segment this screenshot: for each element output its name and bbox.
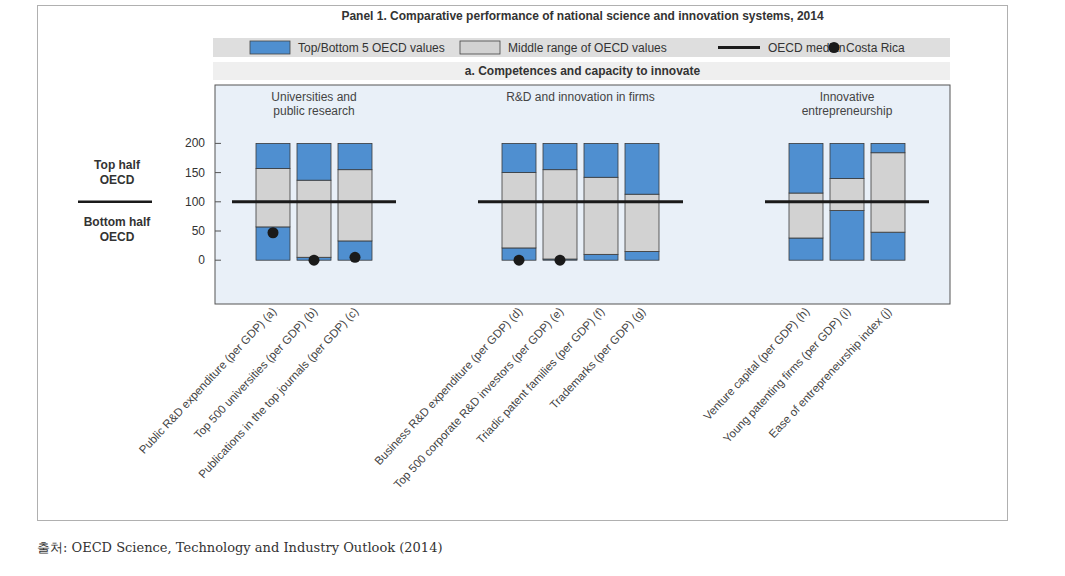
legend-swatch <box>460 41 500 54</box>
bar-segment <box>584 143 618 177</box>
bar-segment <box>871 232 905 260</box>
bar-segment <box>830 143 864 178</box>
group-label: entrepreneurship <box>802 104 893 118</box>
bar-segment <box>789 143 823 193</box>
side-label: OECD <box>100 173 135 187</box>
bar-segment <box>297 143 331 180</box>
legend-item: Costa Rica <box>829 41 906 55</box>
bar-segment <box>256 169 290 227</box>
bar-segment <box>871 143 905 152</box>
bar-segment <box>830 178 864 210</box>
chart-root: Panel 1. Comparative performance of nati… <box>0 0 1065 576</box>
y-tick-label: 50 <box>192 224 206 238</box>
source-note: 출처: OECD Science, Technology and Industr… <box>37 540 442 555</box>
x-tick-label: Publications in the top journals (per GD… <box>196 305 361 480</box>
bar-segment <box>256 227 290 260</box>
y-tick-label: 100 <box>185 195 205 209</box>
bar-segment <box>871 153 905 232</box>
legend-item: OECD median <box>718 41 845 55</box>
y-tick <box>215 260 221 261</box>
bar-segment <box>584 254 618 260</box>
bar-segment <box>297 180 331 257</box>
plot-marks <box>232 143 929 265</box>
legend-label: Top/Bottom 5 OECD values <box>298 41 445 55</box>
group-label: public research <box>273 104 354 118</box>
legend-label: Middle range of OECD values <box>508 41 667 55</box>
subtitle: a. Competences and capacity to innovate <box>465 64 701 78</box>
legend-label: Costa Rica <box>846 41 905 55</box>
side-label: Top half <box>94 158 141 172</box>
side-label: Bottom half <box>84 215 152 229</box>
x-tick-label: Public R&D expenditure (per GDP) (a) <box>137 305 279 456</box>
bar-segment <box>338 143 372 169</box>
group-label: R&D and innovation in firms <box>506 90 655 104</box>
bar-segment <box>502 173 536 248</box>
half-separator <box>78 201 152 204</box>
legend-swatch <box>250 41 290 54</box>
legend-label: OECD median <box>768 41 845 55</box>
bar-segment <box>502 143 536 172</box>
bar-segment <box>625 251 659 260</box>
group-label: Innovative <box>820 90 875 104</box>
bar-segment <box>543 143 577 169</box>
figure-frame <box>38 6 1008 521</box>
median-line <box>478 200 683 203</box>
country-dot <box>514 255 525 266</box>
group-label: Universities and <box>271 90 356 104</box>
plot-background <box>215 85 950 304</box>
y-tick <box>215 231 221 232</box>
y-tick <box>215 172 221 173</box>
median-line <box>765 200 929 203</box>
plot-frame <box>215 85 950 304</box>
x-tick-label: Business R&D expenditure (per GDP) (d) <box>372 305 524 467</box>
bar-segment <box>625 143 659 194</box>
title: Panel 1. Comparative performance of nati… <box>341 9 823 23</box>
bar-segment <box>789 193 823 238</box>
bar-segment <box>256 143 290 168</box>
bar-segment <box>789 238 823 260</box>
x-tick-label: Trademarks (per GDP) (g) <box>547 305 647 411</box>
y-tick-label: 0 <box>198 253 205 267</box>
y-tick <box>215 201 221 202</box>
y-tick-label: 150 <box>185 166 205 180</box>
country-dot <box>350 252 361 263</box>
bar-segment <box>338 170 372 241</box>
x-tick-label: Ease of entrepreneurship index (j) <box>767 305 894 440</box>
legend-item: Middle range of OECD values <box>460 41 667 55</box>
y-tick <box>215 143 221 144</box>
x-tick-label: Top 500 corporate R&D investors (per GDP… <box>391 305 565 490</box>
legend-band <box>213 38 950 57</box>
bar-segment <box>830 211 864 261</box>
bar-segment <box>543 170 577 259</box>
legend-swatch <box>829 42 840 53</box>
country-dot <box>268 227 279 238</box>
bar-segment <box>584 177 618 254</box>
y-tick-label: 200 <box>185 136 205 150</box>
legend-item: Top/Bottom 5 OECD values <box>250 41 445 55</box>
legend-swatch <box>718 46 760 49</box>
side-label: OECD <box>100 230 135 244</box>
country-dot <box>309 255 320 266</box>
subtitle-band <box>213 62 950 80</box>
country-dot <box>555 255 566 266</box>
median-line <box>232 200 396 203</box>
